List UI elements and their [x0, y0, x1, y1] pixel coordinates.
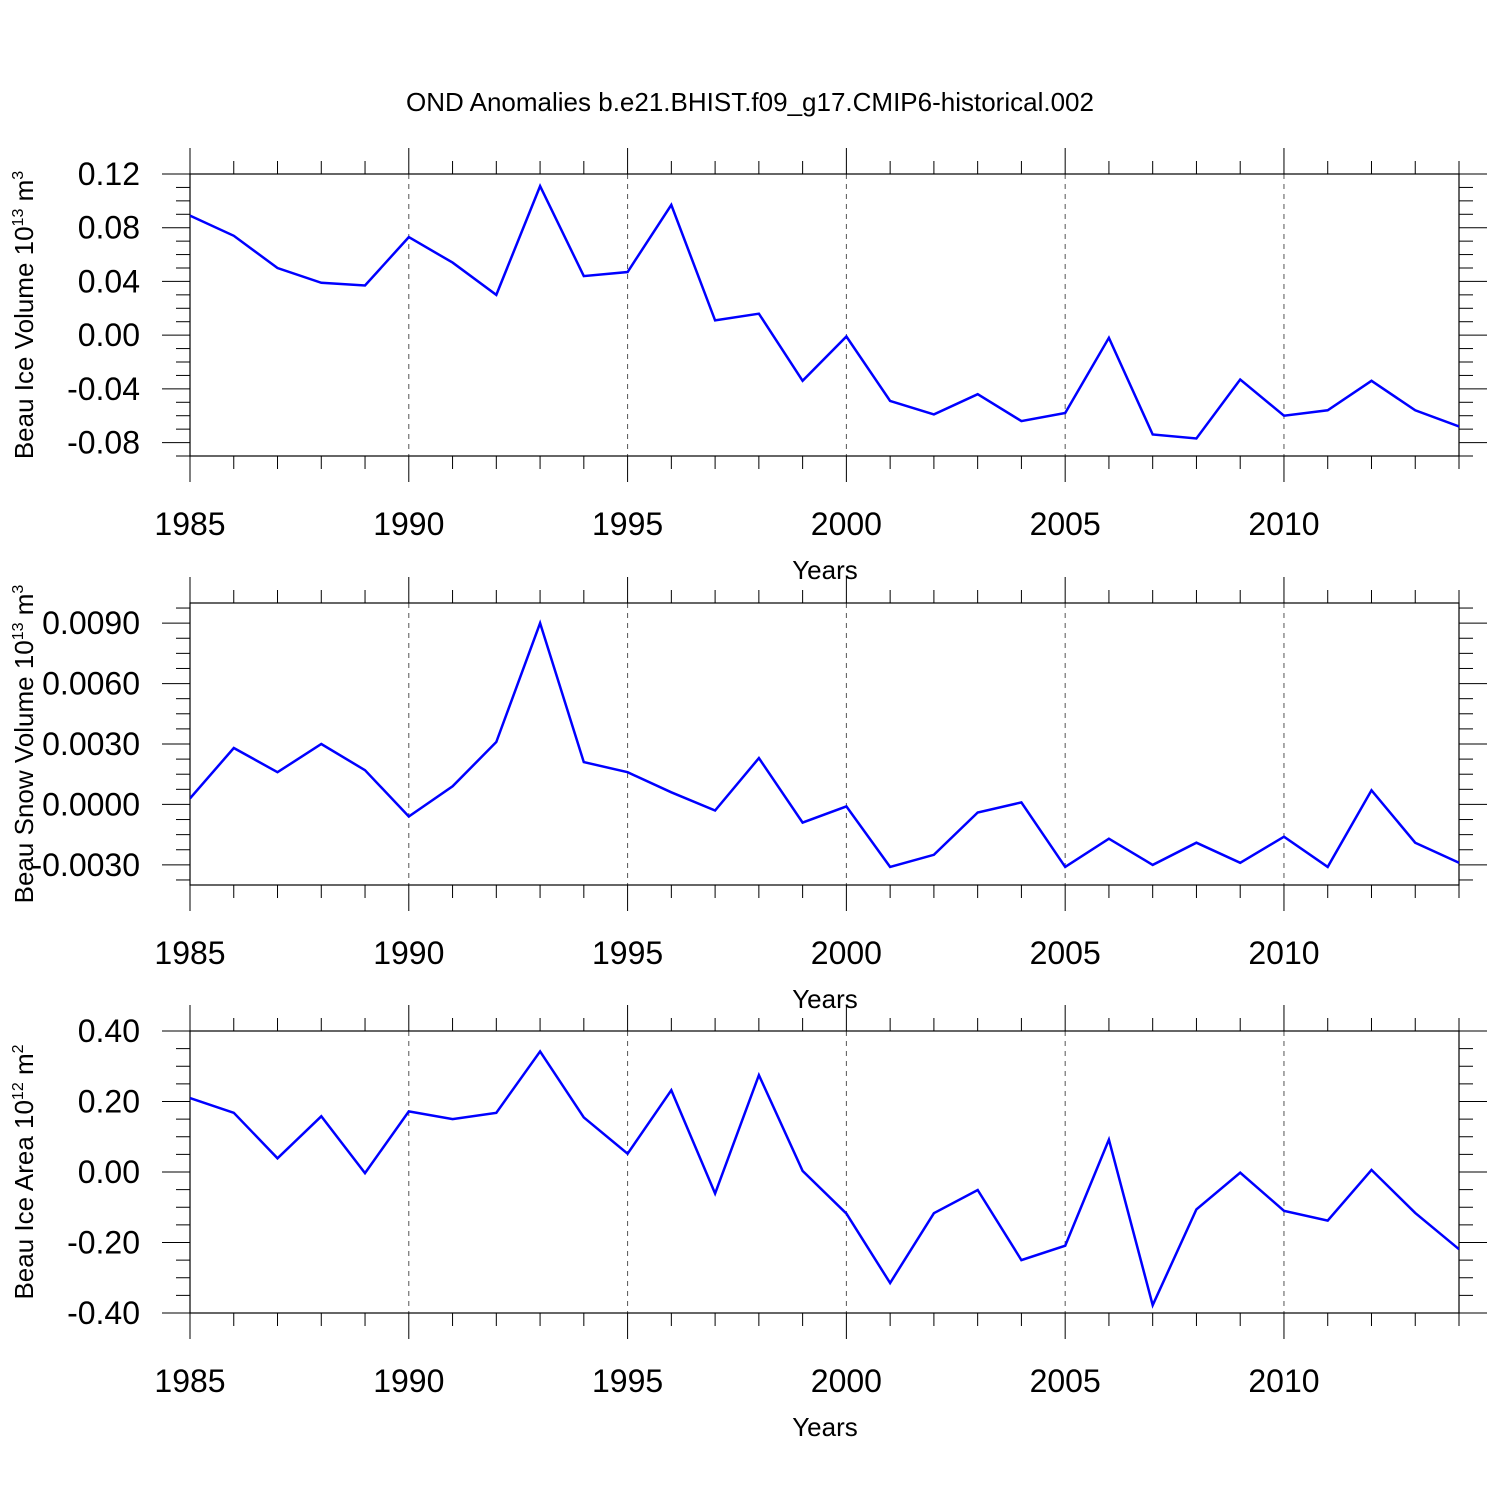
x-tick-label: 2005	[1030, 1363, 1101, 1399]
y-tick-label: 0.20	[78, 1084, 140, 1120]
plot-frame	[189, 173, 1460, 457]
x-tick-label: 1985	[154, 1363, 225, 1399]
x-tick-label: 1995	[592, 1363, 663, 1399]
panel-beau-snow-volume: 1985 1990 1995 2000 2005 2010 -0.0030 0.0000 0.0…	[9, 577, 1487, 1014]
panel-beau-ice-area: 1985 1990 1995 2000 2005 2010 -0.40 -0.20 0.00 0.…	[9, 1005, 1487, 1442]
y-tick-label: 0.0060	[42, 666, 140, 702]
y-axis-title: Beau Ice Area 1012 m2	[9, 1044, 39, 1299]
x-tick-label: 2005	[1030, 935, 1101, 971]
x-tick-label: 1990	[373, 1363, 444, 1399]
x-tick-label: 1995	[592, 935, 663, 971]
x-tick-label: 2000	[811, 506, 882, 542]
y-tick-label: 0.0000	[42, 786, 140, 822]
y-tick-label: 0.12	[78, 156, 140, 192]
x-tick-label: 2010	[1248, 935, 1319, 971]
x-axis-title: Years	[792, 555, 858, 585]
y-axis-title: Beau Snow Volume 1013 m3	[9, 585, 39, 904]
x-tick-label: 2000	[811, 935, 882, 971]
x-tick-label: 1990	[373, 506, 444, 542]
y-tick-label: -0.20	[67, 1225, 140, 1261]
panel-beau-ice-volume: 1985 1990 1995 2000 2005 2010 -0.08 -0.04 0.00 0.…	[9, 148, 1487, 585]
y-tick-label: 0.40	[78, 1013, 140, 1049]
x-tick-label: 1985	[154, 506, 225, 542]
data-points	[190, 186, 1459, 439]
x-axis-title: Years	[792, 1412, 858, 1442]
x-tick-label: 2010	[1248, 1363, 1319, 1399]
x-tick-label: 1990	[373, 935, 444, 971]
y-tick-label: 0.0030	[42, 726, 140, 762]
y-tick-label: -0.0030	[31, 847, 140, 883]
y-tick-label: 0.04	[78, 263, 140, 299]
y-tick-label: 0.08	[78, 210, 140, 246]
y-tick-label: 0.00	[78, 1154, 140, 1190]
data-points	[190, 1051, 1459, 1306]
plot-frame	[189, 602, 1460, 886]
x-tick-label: 1985	[154, 935, 225, 971]
x-tick-label: 2000	[811, 1363, 882, 1399]
y-tick-label: -0.08	[67, 425, 140, 461]
series-line-beau-snow-volume	[190, 619, 1459, 869]
panels-container: 1985 1990 1995 2000 2005 2010 -0.08 -0.04 0.00 0.…	[9, 148, 1487, 1442]
x-tick-label: 2010	[1248, 506, 1319, 542]
figure-title: OND Anomalies b.e21.BHIST.f09_g17.CMIP6-…	[406, 87, 1094, 117]
y-tick-label: 0.0090	[42, 605, 140, 641]
y-axis-title: Beau Ice Volume 1013 m3	[9, 171, 39, 459]
x-tick-label: 2005	[1030, 506, 1101, 542]
x-axis-title: Years	[792, 984, 858, 1014]
y-tick-label: 0.00	[78, 317, 140, 353]
y-tick-label: -0.04	[67, 371, 140, 407]
y-tick-label: -0.40	[67, 1295, 140, 1331]
series-line-beau-ice-volume	[190, 183, 1459, 440]
series-line-beau-ice-area	[190, 1049, 1459, 1309]
plot-frame	[189, 1030, 1460, 1314]
data-points	[190, 623, 1459, 867]
x-tick-label: 1995	[592, 506, 663, 542]
